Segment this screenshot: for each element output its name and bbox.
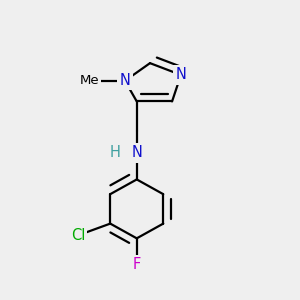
Text: N: N (176, 68, 186, 82)
Text: N: N (119, 73, 130, 88)
Text: Cl: Cl (71, 228, 85, 243)
Text: H: H (109, 146, 120, 160)
Text: H: H (109, 146, 120, 160)
Text: N: N (131, 146, 142, 160)
Text: F: F (133, 257, 141, 272)
Text: Me: Me (80, 74, 100, 87)
